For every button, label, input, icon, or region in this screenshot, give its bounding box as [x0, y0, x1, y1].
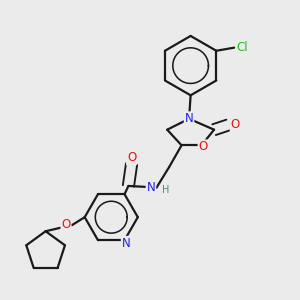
Text: Cl: Cl — [237, 41, 248, 54]
Text: O: O — [61, 218, 70, 232]
Text: H: H — [162, 185, 169, 195]
Text: N: N — [185, 112, 194, 125]
Text: O: O — [199, 140, 208, 153]
Text: O: O — [127, 151, 136, 164]
Text: O: O — [231, 118, 240, 131]
Text: N: N — [147, 181, 155, 194]
Text: N: N — [122, 237, 130, 250]
